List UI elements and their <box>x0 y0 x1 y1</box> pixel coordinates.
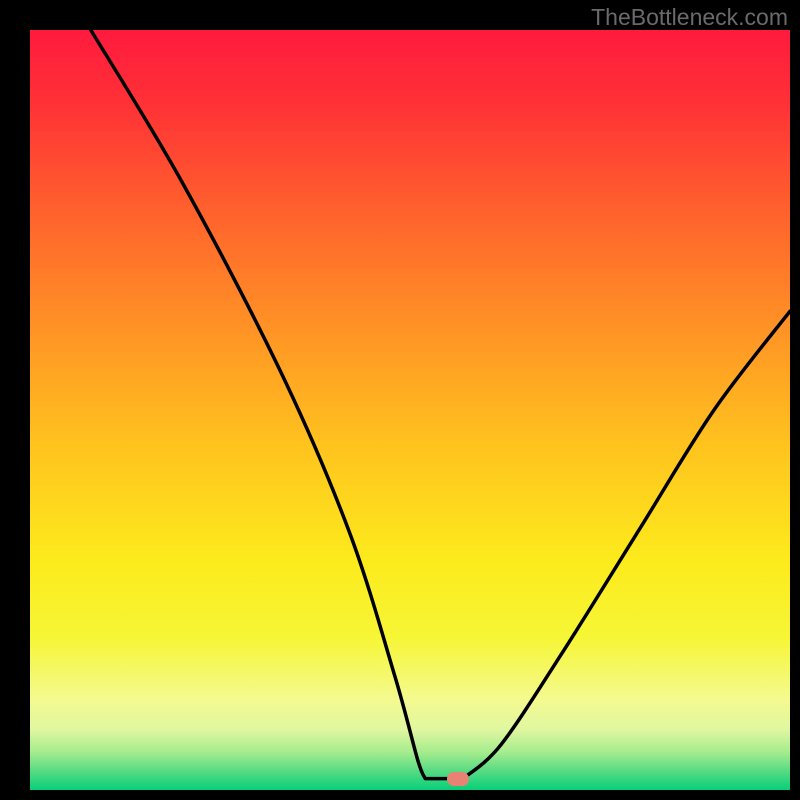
bottleneck-curve <box>0 0 800 800</box>
chart-container: TheBottleneck.com <box>0 0 800 800</box>
optimal-point-marker <box>447 772 469 786</box>
watermark-text: TheBottleneck.com <box>591 4 788 31</box>
